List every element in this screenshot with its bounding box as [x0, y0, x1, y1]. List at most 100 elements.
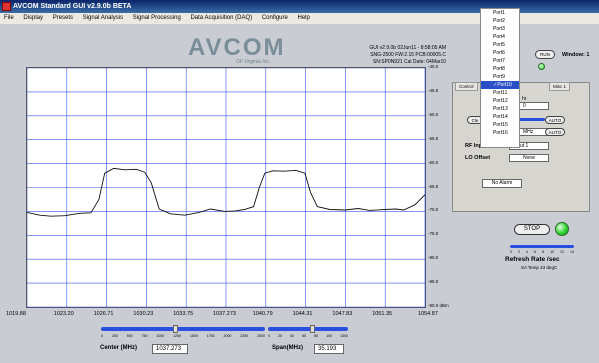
y-axis-label: -50.0 [428, 111, 439, 117]
center-tick: 1000 [156, 334, 165, 338]
port-item[interactable]: Port11 [493, 90, 508, 96]
refresh-slider-track[interactable] [510, 245, 574, 248]
span-slider-thumb[interactable] [310, 325, 315, 333]
lo-offset-label: LO Offset [465, 155, 491, 161]
center-tick: 250 [111, 334, 118, 338]
menu-configure[interactable]: Configure [261, 15, 288, 21]
x-axis-label: 1047.83 [332, 311, 353, 317]
center-tick: 1250 [173, 334, 181, 338]
lo-offset-select[interactable]: None [509, 154, 549, 162]
span-label: Span(MHz) [272, 345, 303, 351]
span-slider-track[interactable] [268, 327, 348, 331]
window-title: AVCOM Standard GUI v2.9.0b BETA [13, 3, 132, 10]
port-item[interactable]: Port8 [493, 66, 505, 72]
refresh-tick: 4 [526, 250, 528, 254]
panel-slider[interactable] [519, 118, 545, 121]
checkmark-icon: ✓ [493, 82, 498, 88]
info-line-2: SNG-2500 FW:2.15 PCB:00005.C [370, 52, 446, 58]
alarm-status: No Alarm [482, 179, 522, 188]
port-item[interactable]: Port16 [493, 130, 508, 136]
y-axis-label: -60.0 [428, 159, 439, 165]
menu-help[interactable]: Help [297, 15, 310, 21]
span-slider-ticks: 0 20 40 60 80 100 1300 [268, 334, 348, 338]
port-item[interactable]: Port3 [493, 26, 505, 32]
device-info: GUI v2.9.0b 02Jun11 - 8:58:05 AM SNG-250… [340, 45, 446, 66]
x-axis-label: 1023.20 [53, 311, 74, 317]
status-led-icon [555, 222, 569, 236]
y-axis-label: -75.0 [428, 231, 439, 237]
center-tick: 2500 [257, 334, 265, 338]
auto-button-2[interactable]: AUTO [545, 128, 565, 136]
span-tick: 60 [302, 334, 307, 338]
app-icon [2, 2, 11, 11]
menu-bar: File Display Presets Signal Analysis Sig… [0, 13, 599, 24]
center-value-field[interactable]: 1037.273 [152, 344, 188, 354]
spectrum-plot-svg [27, 68, 426, 308]
port-item[interactable]: Port15 [493, 122, 508, 128]
span-tick: 40 [290, 334, 295, 338]
port-item[interactable]: Port7 [493, 58, 505, 64]
port-item[interactable]: Port4 [493, 34, 505, 40]
run-led-icon [538, 63, 545, 70]
y-axis-label: -55.0 [428, 135, 439, 141]
menu-data-acquisition[interactable]: Data Acquisition (DAQ) [190, 15, 253, 21]
center-slider-ticks: 0 250 500 750 1000 1250 1500 1750 2000 2… [101, 334, 265, 338]
port-item[interactable]: Port5 [493, 42, 505, 48]
refresh-rate-label: Refresh Rate /sec [505, 256, 560, 263]
port-item-selected[interactable]: ✓Port10 [481, 81, 519, 89]
center-label: Center (MHz) [100, 345, 137, 351]
rf-input-label: RF Input [465, 143, 488, 149]
port-dropdown[interactable]: Port1 Port2 Port3 Port4 Port5 Port6 Port… [480, 8, 520, 148]
menu-signal-analysis[interactable]: Signal Analysis [82, 15, 124, 21]
span-tick: 0 [268, 334, 270, 338]
x-axis-label: 1019.88 [6, 311, 26, 317]
sa-temperature: SA Temp 43 degC [521, 265, 558, 270]
panel-partial-label-1: hr [522, 96, 527, 102]
spectrum-trace [27, 167, 426, 217]
y-axis-label: -65.0 [428, 183, 439, 189]
port-item[interactable]: Port1 [493, 10, 505, 16]
menu-file[interactable]: File [4, 15, 14, 21]
center-slider-thumb[interactable] [172, 325, 178, 333]
span-tick: 80 [314, 334, 319, 338]
menu-signal-processing[interactable]: Signal Processing [132, 15, 181, 21]
center-slider-track[interactable] [101, 327, 265, 331]
title-bar: AVCOM Standard GUI v2.9.0b BETA [0, 0, 599, 13]
run-button[interactable]: RUN [535, 50, 555, 59]
center-tick: 2000 [223, 334, 232, 338]
menu-display[interactable]: Display [23, 15, 44, 21]
center-tick: 1750 [206, 334, 215, 338]
port-item[interactable]: Port12 [493, 98, 508, 104]
x-axis-label: 1033.75 [173, 311, 194, 317]
x-axis-label: 1051.35 [372, 311, 393, 317]
x-axis-label: 1026.71 [93, 311, 114, 317]
tab-misc-1[interactable]: Misc 1 [549, 82, 571, 91]
refresh-tick: 14 [570, 250, 574, 254]
y-axis-label: -45.0 [428, 87, 439, 93]
refresh-tick: 8 [542, 250, 545, 254]
control-panel: Control Misc 1 hr RB 0 Cle AUTO MHz AUTO… [452, 82, 590, 212]
panel-value-field[interactable]: 0 [519, 102, 549, 110]
port-item[interactable]: Port2 [493, 18, 505, 24]
x-axis-label: 1030.23 [133, 311, 154, 317]
spectrum-plot[interactable] [26, 67, 426, 308]
x-axis-label: 1044.31 [292, 311, 313, 317]
span-tick: 20 [278, 334, 282, 338]
span-tick: 1300 [340, 334, 348, 338]
tab-control[interactable]: Control [455, 82, 478, 91]
avcom-logo-subtitle: OF Virginia Inc. [236, 59, 271, 65]
port-item[interactable]: Port9 [493, 74, 505, 80]
y-axis-label: -80.0 [428, 255, 439, 261]
y-axis-label: -70.0 [428, 207, 439, 213]
y-axis-label: -85.0 [428, 279, 439, 285]
menu-presets[interactable]: Presets [52, 15, 74, 21]
span-value-field[interactable]: 35.193 [314, 344, 344, 354]
y-axis-label: -90.0 dBm [428, 303, 449, 308]
port-item[interactable]: Port14 [493, 114, 508, 120]
port-item[interactable]: Port13 [493, 106, 508, 112]
auto-button-1[interactable]: AUTO [545, 116, 565, 124]
span-tick: 100 [326, 334, 333, 338]
stop-button[interactable]: STOP [514, 224, 550, 235]
refresh-tick: 12 [560, 250, 564, 254]
port-item[interactable]: Port6 [493, 50, 505, 56]
